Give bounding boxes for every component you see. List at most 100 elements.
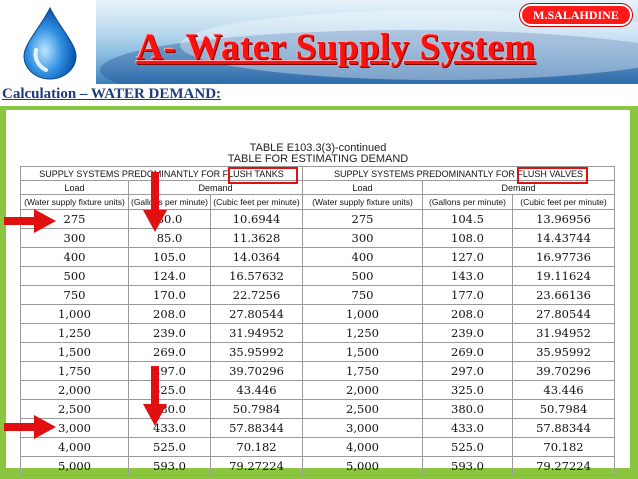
table-cell: 170.0 (128, 285, 211, 305)
table-cell: 80.0 (128, 209, 211, 229)
table-cell: 433.0 (422, 418, 513, 438)
down-arrow-icon (143, 172, 167, 232)
table-row: 4,000 525.0 70.182 4,000 525.0 70.182 (20, 437, 616, 457)
col-gpm-header: (Gallons per minute) (128, 194, 211, 210)
table-cell: 208.0 (422, 304, 513, 324)
table-cell: 124.0 (128, 266, 211, 286)
table-row: 1,500 269.0 35.95992 1,500 269.0 35.95992 (20, 342, 616, 362)
table-cell: 11.3628 (210, 228, 303, 248)
table-cell: 525.0 (422, 437, 513, 457)
table-cell: 39.70296 (210, 361, 303, 381)
table-cell: 127.0 (422, 247, 513, 267)
table-cell: 50.7984 (210, 399, 303, 419)
right-arrow-icon (4, 415, 56, 439)
table-cell: 13.96956 (511, 209, 616, 229)
table-cell: 1,250 (20, 323, 129, 343)
table-cell: 43.446 (511, 380, 616, 400)
table-cell: 4,000 (302, 437, 423, 457)
table-cell: 325.0 (128, 380, 211, 400)
table-body: 275 80.0 10.6944 275 104.5 13.96956 300 85.0 11.… (20, 209, 616, 476)
table-cell: 27.80544 (210, 304, 303, 324)
table-row: 3,000 433.0 57.88344 3,000 433.0 57.88344 (20, 418, 616, 438)
section-subtitle: Calculation – WATER DEMAND: (2, 86, 222, 102)
flush-valves-highlight-box (517, 167, 588, 184)
table-cell: 1,250 (302, 323, 423, 343)
table-cell: 31.94952 (210, 323, 303, 343)
table-cell: 300 (302, 228, 423, 248)
table-cell: 2,000 (20, 380, 129, 400)
table-cell: 143.0 (422, 266, 513, 286)
flush-tanks-label: FLUSH TANKS (222, 168, 284, 179)
table-cell: 27.80544 (511, 304, 616, 324)
table-cell: 269.0 (422, 342, 513, 362)
table-cell: 239.0 (422, 323, 513, 343)
table-cell: 593.0 (422, 456, 513, 476)
table-cell: 5,000 (302, 456, 423, 476)
table-cell: 297.0 (422, 361, 513, 381)
table-cell: 275 (302, 209, 423, 229)
down-arrow-icon (143, 366, 167, 426)
water-drop-icon (23, 6, 77, 80)
table-cell: 43.446 (210, 380, 303, 400)
table-cell: 1,750 (302, 361, 423, 381)
table-cell: 380.0 (128, 399, 211, 419)
table-cell: 1,750 (20, 361, 129, 381)
table-row: 1,250 239.0 31.94952 1,250 239.0 31.94952 (20, 323, 616, 343)
table-cell: 31.94952 (511, 323, 616, 343)
slide-title: A- Water Supply System (136, 27, 536, 68)
table-cell: 70.182 (511, 437, 616, 457)
table-panel: TABLE E103.3(3)-continued TABLE FOR ESTI… (6, 110, 630, 476)
demand-table: SUPPLY SYSTEMS PREDOMINANTLY FOR FLUSH T… (20, 166, 616, 476)
table-cell: 22.7256 (210, 285, 303, 305)
table-cell: 1,500 (20, 342, 129, 362)
table-row: 1,000 208.0 27.80544 1,000 208.0 27.80544 (20, 304, 616, 324)
table-cell: 14.0364 (210, 247, 303, 267)
table-row: 2,000 325.0 43.446 2,000 325.0 43.446 (20, 380, 616, 400)
table-cell: 108.0 (422, 228, 513, 248)
table-cell: 400 (20, 247, 129, 267)
table-cell: 16.97736 (511, 247, 616, 267)
table-cell: 35.95992 (210, 342, 303, 362)
table-cell: 2,000 (302, 380, 423, 400)
load-header: Load (20, 180, 129, 195)
col-gpm-header: (Gallons per minute) (422, 194, 513, 210)
col-cfm-header: (Cubic feet per minute) (210, 194, 303, 210)
table-row: 275 80.0 10.6944 275 104.5 13.96956 (20, 209, 616, 229)
table-cell: 104.5 (422, 209, 513, 229)
table-row: 400 105.0 14.0364 400 127.0 16.97736 (20, 247, 616, 267)
table-row: 1,750 297.0 39.70296 1,750 297.0 39.70296 (20, 361, 616, 381)
table-row: 5,000 593.0 79.27224 5,000 593.0 79.27224 (20, 456, 616, 476)
table-cell: 593.0 (128, 456, 211, 476)
table-cell: 79.27224 (210, 456, 303, 476)
col-units-header: (Water supply fixture units) (302, 194, 423, 210)
header-banner: M.SALAHDINE A- Water Supply System (0, 0, 638, 84)
table-cell: 400 (302, 247, 423, 267)
table-cell: 208.0 (128, 304, 211, 324)
table-cell: 325.0 (422, 380, 513, 400)
col-units-header: (Water supply fixture units) (20, 194, 129, 210)
col-cfm-header: (Cubic feet per minute) (511, 194, 616, 210)
table-cell: 5,000 (20, 456, 129, 476)
table-cell: 70.182 (210, 437, 303, 457)
table-row: 300 85.0 11.3628 300 108.0 14.43744 (20, 228, 616, 248)
table-caption-2: TABLE FOR ESTIMATING DEMAND (227, 153, 409, 165)
table-cell: 39.70296 (511, 361, 616, 381)
table-cell: 79.27224 (511, 456, 616, 476)
author-badge: M.SALAHDINE (520, 4, 632, 26)
table-cell: 1,000 (20, 304, 129, 324)
flush-tanks-highlight-box (228, 167, 298, 184)
table-cell: 3,000 (302, 418, 423, 438)
table-cell: 10.6944 (210, 209, 303, 229)
table-cell: 500 (302, 266, 423, 286)
table-cell: 50.7984 (511, 399, 616, 419)
table-cell: 16.57632 (210, 266, 303, 286)
table-cell: 85.0 (128, 228, 211, 248)
table-cell: 525.0 (128, 437, 211, 457)
table-row: 750 170.0 22.7256 750 177.0 23.66136 (20, 285, 616, 305)
table-cell: 239.0 (128, 323, 211, 343)
table-cell: 35.95992 (511, 342, 616, 362)
table-cell: 105.0 (128, 247, 211, 267)
table-cell: 380.0 (422, 399, 513, 419)
table-caption-1: TABLE E103.3(3)-continued (249, 142, 387, 154)
table-cell: 14.43744 (511, 228, 616, 248)
